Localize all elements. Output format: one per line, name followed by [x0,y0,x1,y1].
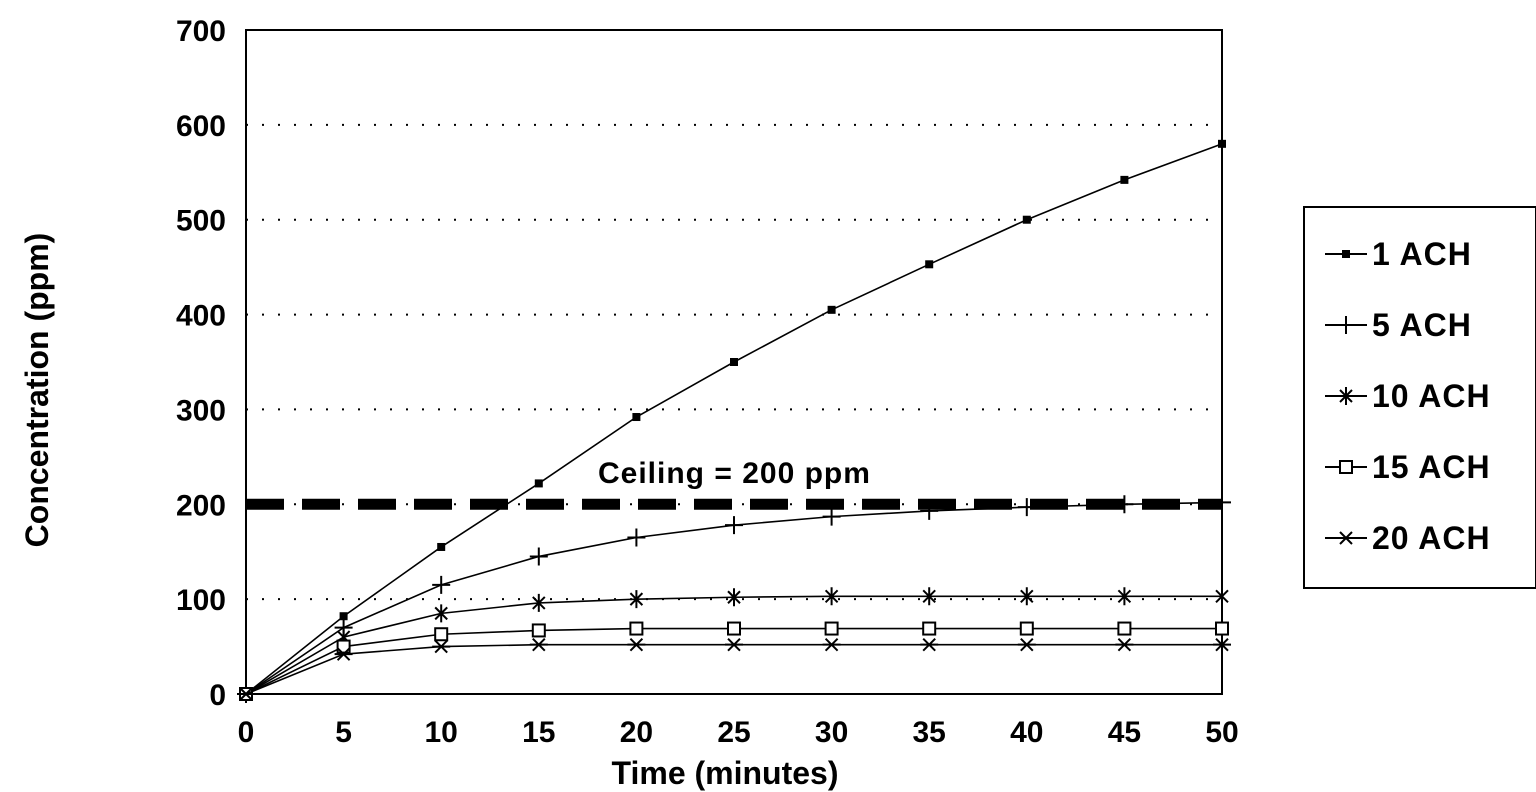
data-point [531,623,546,638]
data-point [534,479,543,488]
data-point [336,639,351,654]
data-point [1020,587,1034,606]
data-point [1017,637,1036,652]
data-point [434,604,448,623]
data-point [629,621,644,636]
legend-label: 15 ACH [1372,449,1491,485]
x-tick-label: 35 [913,716,946,749]
data-point [1115,637,1134,652]
data-point [922,621,937,636]
y-tick-label: 700 [176,15,226,48]
data-point [437,542,446,551]
data-point [725,637,743,652]
y-tick-label: 300 [176,394,226,427]
data-point [1339,460,1353,474]
legend-label: 1 ACH [1372,236,1472,272]
data-point [237,687,255,701]
data-point [627,637,646,652]
data-point [1117,621,1132,636]
data-point [434,627,449,642]
data-point [1120,175,1129,184]
x-tick-label: 45 [1108,716,1141,749]
x-tick-label: 5 [335,716,352,749]
y-axis-ticks: 0 100 200 300 400 500 600 700 [176,15,226,712]
data-point [1218,139,1226,148]
legend: 1 ACH 5 ACH 10 ACH 15 ACH 20 ACH [1303,206,1536,589]
series-line [245,143,1223,695]
plot-frame [245,29,1223,695]
data-point [1022,215,1031,224]
data-point [432,575,451,594]
y-tick-label: 400 [176,300,226,333]
data-point [632,413,641,422]
legend-item: 15 ACH [1325,449,1491,485]
data-point [920,637,939,652]
data-point [1115,495,1134,514]
data-point [1339,387,1353,405]
data-point [824,587,839,606]
data-point [1215,587,1229,606]
y-tick-label: 200 [176,489,226,522]
x-tick-label: 40 [1010,716,1043,749]
data-point [529,547,548,566]
x-axis-ticks: 0 5 10 15 20 25 30 35 40 45 50 [238,716,1239,749]
series-1-ach [242,139,1226,698]
legend-item: 5 ACH [1325,307,1472,343]
data-point [1213,637,1231,652]
x-tick-label: 20 [620,716,653,749]
y-tick-label: 100 [176,584,226,617]
series-line [245,643,1222,695]
legend-label: 5 ACH [1372,307,1472,343]
y-tick-label: 600 [176,110,226,143]
legend-item: 20 ACH [1325,520,1491,556]
legend-item: 10 ACH [1325,378,1491,414]
data-point [727,588,741,607]
data-point [629,590,644,609]
data-point [730,358,738,366]
data-point [920,501,939,520]
data-point [334,647,353,661]
legend-label: 20 ACH [1372,520,1491,556]
x-tick-label: 15 [522,716,555,749]
data-point [822,637,841,652]
data-point [1337,316,1355,334]
data-point [1117,587,1132,606]
x-tick-label: 0 [238,716,255,749]
data-point [827,305,836,314]
data-point [1342,250,1350,258]
x-tick-label: 50 [1205,716,1238,749]
data-point [1019,621,1034,636]
data-point [725,516,743,535]
x-tick-label: 10 [425,716,458,749]
data-point [822,507,841,526]
ceiling-annotation: Ceiling = 200 ppm [598,457,871,490]
legend-box [1303,206,1536,589]
series-15-ach [239,621,1229,701]
x-axis-title: Time (minutes) [612,755,839,791]
legend-item: 1 ACH [1325,236,1472,272]
y-tick-label: 0 [209,679,226,712]
data-point [627,528,646,547]
y-axis-title: Concentration (ppm) [19,233,55,548]
series-line [245,627,1222,695]
data-point [727,621,741,636]
data-point [432,639,451,654]
data-point [824,621,839,636]
series-20-ach [237,637,1231,701]
data-point [339,612,348,621]
data-point [532,593,546,612]
data-point [1017,498,1036,517]
legend-label: 10 ACH [1372,378,1491,414]
x-tick-label: 25 [717,716,750,749]
data-point [925,260,934,269]
x-tick-label: 30 [815,716,848,749]
data-point [1337,531,1355,545]
series-lines [237,139,1231,703]
data-point [922,587,936,606]
data-point [1213,493,1231,512]
data-point [1215,621,1229,636]
data-point [529,637,548,652]
y-tick-label: 500 [176,205,226,238]
